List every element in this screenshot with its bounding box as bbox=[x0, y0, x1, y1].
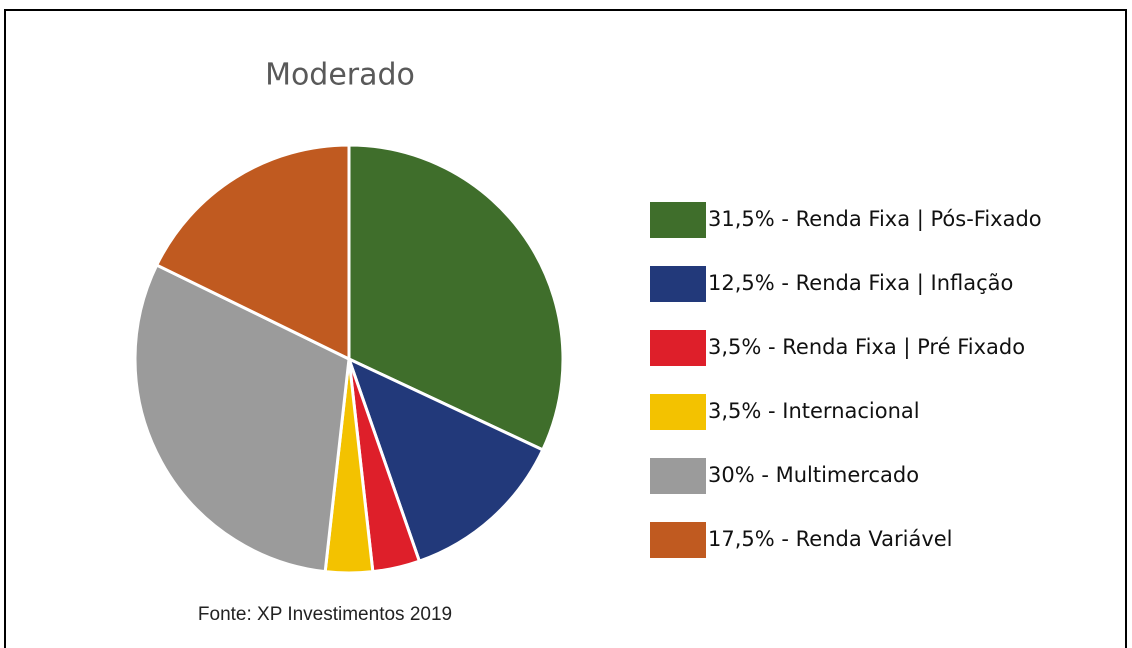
legend-label: 30% - Multimercado bbox=[708, 463, 919, 487]
legend-swatch bbox=[650, 394, 706, 430]
legend-label: 12,5% - Renda Fixa | Inflação bbox=[708, 271, 1013, 296]
chart-title: Moderado bbox=[265, 58, 415, 93]
legend-swatch bbox=[650, 330, 706, 366]
legend-swatch bbox=[650, 522, 706, 558]
pie-slice bbox=[346, 356, 545, 564]
legend-swatch bbox=[650, 458, 706, 494]
legend-label: 17,5% - Renda Variável bbox=[708, 527, 953, 551]
pie-slice bbox=[154, 143, 351, 362]
pie-slice bbox=[347, 143, 565, 452]
legend-label: 3,5% - Internacional bbox=[708, 399, 920, 423]
legend-swatch bbox=[650, 266, 706, 302]
legend-swatch bbox=[650, 202, 706, 238]
pie-slice bbox=[133, 263, 351, 574]
legend-label: 31,5% - Renda Fixa | Pós-Fixado bbox=[708, 207, 1042, 232]
legend-label: 3,5% - Renda Fixa | Pré Fixado bbox=[708, 335, 1025, 360]
source: Fonte: XP Investimentos 2019 bbox=[198, 604, 452, 625]
